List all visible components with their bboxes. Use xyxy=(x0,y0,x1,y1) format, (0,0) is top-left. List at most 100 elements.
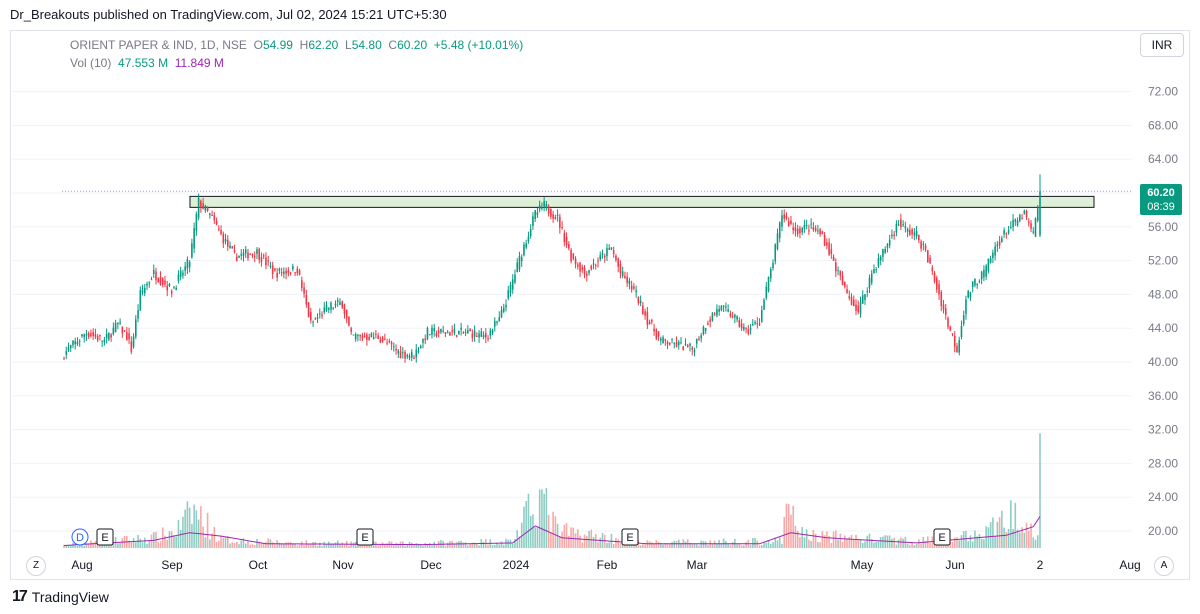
volume-bar xyxy=(1021,527,1023,548)
candle-body xyxy=(918,235,920,241)
volume-bar xyxy=(931,536,934,548)
candle-body xyxy=(814,228,817,231)
candle-body xyxy=(204,205,207,211)
candle-body xyxy=(574,258,577,265)
candle-body xyxy=(253,256,256,258)
candle-body xyxy=(996,244,999,247)
volume-bar xyxy=(698,545,700,548)
volume-bar xyxy=(112,541,115,548)
legend-vol-value: 47.553 M xyxy=(118,56,169,70)
volume-bar xyxy=(193,504,195,548)
candle-body xyxy=(1001,238,1003,242)
candle-body xyxy=(460,327,462,330)
zoom-reset-button[interactable]: Z xyxy=(26,556,46,576)
volume-bar xyxy=(256,538,258,548)
volume-bar xyxy=(339,544,341,548)
volume-bar xyxy=(287,542,290,548)
volume-bar xyxy=(897,539,900,548)
candle-body xyxy=(1003,230,1005,235)
volume-bar xyxy=(240,540,243,548)
candle-body xyxy=(839,270,842,276)
candle-body xyxy=(305,294,308,305)
candle-body xyxy=(799,228,801,234)
legend-vol-ma: 11.849 M xyxy=(174,56,224,70)
candle-body xyxy=(594,264,597,266)
volume-bar xyxy=(653,543,655,548)
candle-body xyxy=(745,328,747,330)
volume-bar xyxy=(175,536,177,548)
candle-body xyxy=(1039,191,1041,236)
candle-body xyxy=(442,330,444,332)
volume-bar xyxy=(792,505,794,548)
volume-bar xyxy=(913,545,916,548)
volume-bar xyxy=(296,545,299,548)
candle-body xyxy=(489,330,492,336)
candle-body xyxy=(128,333,130,340)
auto-scale-button[interactable]: A xyxy=(1154,556,1174,576)
candle-body xyxy=(534,210,536,219)
candle-body xyxy=(767,277,770,292)
volume-bar xyxy=(565,523,568,548)
candle-body xyxy=(660,338,662,341)
tradingview-logo-icon: 17 xyxy=(12,588,28,605)
volume-bar xyxy=(211,533,213,548)
candle-body xyxy=(455,335,458,338)
candle-body xyxy=(953,335,956,347)
candle-body xyxy=(85,333,88,336)
candle-body xyxy=(520,257,523,262)
candle-body xyxy=(725,306,727,308)
candle-body xyxy=(467,330,469,334)
candle-body xyxy=(238,255,240,258)
candle-body xyxy=(101,340,103,342)
volume-bar xyxy=(94,541,97,548)
volume-bar xyxy=(307,544,310,548)
volume-bar xyxy=(743,545,745,548)
legend-low-label: L xyxy=(345,38,352,52)
candle-body xyxy=(401,352,404,354)
candle-body xyxy=(852,299,855,306)
volume-bar xyxy=(375,541,377,548)
candle-body xyxy=(617,258,619,267)
candle-body xyxy=(195,214,198,231)
candle-body xyxy=(749,328,752,331)
volume-bar xyxy=(195,510,198,548)
candle-body xyxy=(971,281,974,288)
volume-bar xyxy=(873,542,875,548)
volume-bar xyxy=(725,540,727,548)
currency-button[interactable]: INR xyxy=(1140,33,1184,57)
candle-body xyxy=(352,334,355,336)
candle-body xyxy=(76,342,79,345)
candle-body xyxy=(159,276,162,285)
candle-body xyxy=(301,280,303,288)
candle-body xyxy=(218,228,220,230)
candle-body xyxy=(478,333,480,338)
volume-bar xyxy=(550,532,552,548)
candle-body xyxy=(262,255,265,257)
candle-body xyxy=(653,328,655,332)
volume-bar xyxy=(422,545,424,548)
volume-bar xyxy=(274,544,276,548)
candle-body xyxy=(161,278,164,285)
volume-bar xyxy=(891,538,893,548)
footer-brand[interactable]: 17 TradingView xyxy=(12,588,109,606)
candle-body xyxy=(422,338,424,343)
candle-body xyxy=(924,245,927,250)
candle-body xyxy=(410,351,413,358)
candle-body xyxy=(796,228,799,235)
candle-body xyxy=(312,321,314,323)
candle-body xyxy=(247,252,249,259)
candle-body xyxy=(491,329,494,334)
volume-bar xyxy=(785,503,788,548)
price-tick-label: 56.00 xyxy=(1148,220,1178,234)
volume-bar xyxy=(958,540,961,548)
volume-bar xyxy=(814,533,817,548)
candle-body xyxy=(944,308,947,315)
volume-bar xyxy=(944,543,947,548)
candle-body xyxy=(698,338,700,340)
volume-bar xyxy=(776,540,779,548)
volume-bar xyxy=(487,544,489,548)
volume-bar xyxy=(763,542,765,548)
volume-bar xyxy=(478,545,480,548)
volume-bar xyxy=(848,536,851,548)
